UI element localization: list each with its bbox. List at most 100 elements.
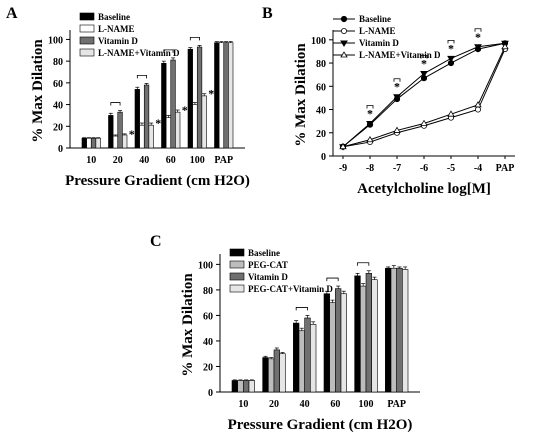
legend-label: PEG-CAT+Vitamin D	[248, 284, 333, 294]
y-tick-label: 0	[321, 152, 326, 163]
bar	[396, 267, 403, 393]
bar	[335, 288, 342, 393]
significance-bracket	[326, 277, 339, 282]
panel-label-c: C	[150, 233, 162, 250]
bar	[165, 117, 172, 149]
data-point	[420, 71, 428, 78]
x-tick-label: 20	[113, 155, 123, 166]
significance-bracket	[366, 105, 374, 109]
x-tick-label: 40	[139, 155, 149, 166]
bar	[223, 42, 229, 149]
y-tick-label: 60	[203, 311, 213, 322]
bar	[192, 104, 198, 149]
bar	[402, 269, 409, 393]
significance-bracket	[189, 37, 200, 41]
legend-label: Vitamin D	[359, 38, 399, 48]
data-point	[366, 135, 374, 143]
y-axis-label: % Max Dilation	[30, 39, 46, 143]
y-tick-label: 0	[208, 388, 213, 399]
legend-label: Baseline	[98, 12, 130, 22]
bar	[273, 349, 280, 393]
data-point	[447, 55, 455, 63]
legend-swatch	[229, 248, 245, 257]
bar	[293, 322, 300, 393]
bar	[81, 137, 87, 149]
y-tick-label: 100	[48, 35, 63, 46]
bar	[148, 124, 154, 149]
data-point	[339, 142, 347, 150]
bar	[134, 89, 140, 149]
data-point	[501, 43, 509, 50]
x-axis-label: Pressure Gradient (cm H2O)	[228, 417, 413, 433]
x-axis-label: Acetylcholine log[M]	[357, 181, 491, 197]
data-point	[474, 106, 481, 113]
significance-bracket	[393, 78, 401, 82]
bar	[122, 134, 128, 149]
data-point	[393, 126, 401, 133]
y-tick-label: 20	[203, 362, 213, 373]
significance-asterisk: *	[475, 30, 481, 44]
x-tick-label: 100	[359, 399, 374, 410]
legend-label: L-NAME	[98, 24, 135, 34]
significance-asterisk: *	[208, 87, 214, 101]
legend-label: Vitamin D	[248, 272, 288, 282]
x-tick-label: 100	[190, 155, 205, 166]
x-tick-label: 60	[330, 399, 340, 410]
bar	[262, 357, 269, 393]
bar	[117, 111, 123, 149]
legend-label: L-NAME	[359, 26, 396, 36]
bar	[161, 63, 167, 149]
y-tick-label: 20	[316, 129, 326, 140]
data-point	[447, 110, 455, 117]
bar	[323, 293, 330, 393]
x-tick-label: PAP	[387, 399, 406, 410]
legend-marker	[340, 51, 348, 58]
significance-bracket	[163, 49, 174, 53]
y-tick-label: 60	[316, 82, 326, 93]
significance-bracket	[136, 75, 147, 79]
y-tick-label: 0	[58, 144, 63, 155]
x-tick-label: 60	[166, 155, 176, 166]
bar	[329, 302, 336, 393]
legend-marker	[340, 15, 348, 23]
significance-bracket	[474, 28, 482, 32]
x-tick-label: -9	[339, 163, 347, 174]
chart-panel-b: 0 20 40 60 80 100% Max Dilation -9 -8 -7 -6 -5 -4 PA…	[293, 14, 515, 197]
legend-label: Baseline	[248, 248, 280, 258]
bar	[90, 137, 97, 149]
bar	[218, 42, 225, 149]
legend-marker	[340, 27, 347, 34]
significance-asterisk: *	[182, 103, 188, 117]
bar	[231, 380, 238, 393]
bar	[365, 273, 372, 393]
bar	[390, 267, 397, 393]
significance-asterisk: *	[448, 41, 454, 55]
bar	[143, 84, 150, 149]
significance-asterisk: *	[367, 106, 373, 120]
bar	[354, 275, 361, 393]
x-tick-label: -8	[366, 163, 374, 174]
x-tick-label: -5	[447, 163, 455, 174]
x-tick-label: 10	[238, 399, 248, 410]
bar	[385, 267, 392, 393]
legend-swatch	[79, 36, 95, 45]
bar	[360, 285, 367, 393]
x-tick-label: -7	[393, 163, 401, 174]
bar	[214, 42, 220, 149]
bar	[95, 137, 101, 149]
bar	[371, 279, 378, 393]
legend-label: Baseline	[359, 14, 391, 24]
bar	[304, 317, 311, 393]
legend-marker	[340, 40, 348, 47]
legend-swatch	[79, 24, 95, 33]
y-axis-label: % Max Dilation	[293, 43, 309, 147]
x-tick-label: 40	[300, 399, 310, 410]
significance-bracket	[420, 55, 428, 59]
significance-bracket	[295, 307, 308, 311]
y-axis-label: % Max Dilation	[180, 273, 196, 377]
y-tick-label: 60	[53, 79, 63, 90]
legend-swatch	[79, 48, 95, 57]
bar	[139, 124, 145, 149]
